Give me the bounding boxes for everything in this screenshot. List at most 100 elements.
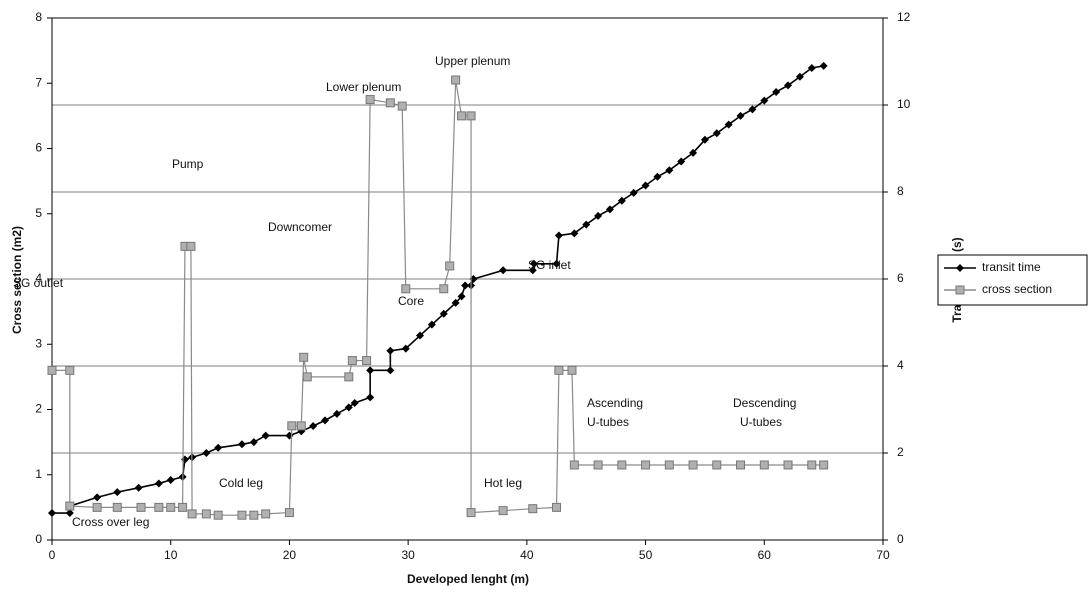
marker bbox=[641, 460, 651, 470]
marker bbox=[569, 460, 579, 470]
marker bbox=[617, 196, 626, 205]
marker bbox=[594, 211, 603, 220]
marker bbox=[445, 261, 455, 271]
marker bbox=[664, 460, 674, 470]
legend-label: cross section bbox=[982, 282, 1052, 296]
marker bbox=[180, 455, 189, 464]
y-tick-label: 0 bbox=[35, 532, 42, 546]
annotation: Hot leg bbox=[484, 476, 522, 490]
marker bbox=[499, 266, 508, 275]
marker bbox=[154, 502, 164, 512]
annotation: Descending bbox=[733, 396, 796, 410]
y-tick-label: 1 bbox=[35, 467, 42, 481]
x-tick-label: 20 bbox=[283, 548, 297, 562]
marker bbox=[736, 460, 746, 470]
marker bbox=[759, 460, 769, 470]
x-tick-label: 50 bbox=[639, 548, 653, 562]
annotation: Ascending bbox=[587, 396, 643, 410]
marker bbox=[299, 352, 309, 362]
series-line bbox=[52, 65, 824, 514]
marker bbox=[261, 431, 270, 440]
legend-label: transit time bbox=[982, 260, 1041, 274]
marker bbox=[498, 506, 508, 516]
marker bbox=[807, 460, 817, 470]
marker bbox=[819, 61, 828, 70]
marker bbox=[807, 64, 816, 73]
marker bbox=[321, 416, 330, 425]
marker bbox=[617, 460, 627, 470]
y-tick-label: 8 bbox=[35, 10, 42, 24]
y2-tick-label: 8 bbox=[897, 184, 904, 198]
marker bbox=[332, 409, 341, 418]
marker bbox=[237, 440, 246, 449]
marker bbox=[366, 366, 375, 375]
marker bbox=[427, 320, 436, 329]
annotation: Downcomer bbox=[268, 220, 332, 234]
marker bbox=[347, 356, 357, 366]
marker bbox=[466, 508, 476, 518]
y-tick-label: 6 bbox=[35, 141, 42, 155]
marker bbox=[416, 331, 425, 340]
marker bbox=[136, 502, 146, 512]
marker bbox=[748, 105, 757, 114]
y-tick-label: 5 bbox=[35, 206, 42, 220]
marker bbox=[65, 365, 75, 375]
marker bbox=[362, 356, 372, 366]
x-tick-label: 10 bbox=[164, 548, 178, 562]
marker bbox=[593, 460, 603, 470]
marker bbox=[795, 72, 804, 81]
y-tick-label: 3 bbox=[35, 336, 42, 350]
marker bbox=[201, 509, 211, 519]
marker bbox=[249, 510, 259, 520]
marker bbox=[65, 501, 75, 511]
marker bbox=[677, 157, 686, 166]
marker bbox=[570, 229, 579, 238]
marker bbox=[567, 365, 577, 375]
marker bbox=[285, 431, 294, 440]
marker bbox=[385, 98, 395, 108]
marker bbox=[166, 475, 175, 484]
y-tick-label: 4 bbox=[35, 271, 42, 285]
x-tick-label: 70 bbox=[876, 548, 890, 562]
marker bbox=[528, 266, 537, 275]
marker bbox=[166, 502, 176, 512]
marker bbox=[350, 398, 359, 407]
marker bbox=[760, 96, 769, 105]
marker bbox=[552, 259, 561, 268]
marker bbox=[528, 504, 538, 514]
marker bbox=[554, 365, 564, 375]
series-line bbox=[52, 79, 824, 516]
y2-tick-label: 10 bbox=[897, 97, 911, 111]
marker bbox=[309, 422, 318, 431]
marker bbox=[284, 508, 294, 518]
marker bbox=[214, 443, 223, 452]
marker bbox=[237, 510, 247, 520]
annotation: SG outlet bbox=[13, 276, 64, 290]
marker bbox=[344, 372, 354, 382]
marker bbox=[457, 111, 467, 121]
annotation: Lower plenum bbox=[326, 80, 401, 94]
y2-tick-label: 2 bbox=[897, 445, 904, 459]
marker bbox=[287, 421, 297, 431]
marker bbox=[552, 502, 562, 512]
marker bbox=[113, 488, 122, 497]
y-tick-label: 7 bbox=[35, 75, 42, 89]
annotation: U-tubes bbox=[740, 415, 782, 429]
marker bbox=[688, 460, 698, 470]
marker bbox=[186, 241, 196, 251]
marker bbox=[93, 493, 102, 502]
legend-box bbox=[937, 254, 1088, 306]
marker bbox=[582, 220, 591, 229]
marker bbox=[629, 188, 638, 197]
marker bbox=[344, 403, 353, 412]
y-tick-label: 2 bbox=[35, 402, 42, 416]
marker bbox=[302, 372, 312, 382]
marker bbox=[724, 120, 733, 129]
annotation: Cold leg bbox=[219, 476, 263, 490]
marker bbox=[178, 502, 188, 512]
marker bbox=[439, 309, 448, 318]
marker bbox=[772, 87, 781, 96]
marker bbox=[457, 292, 466, 301]
marker bbox=[154, 479, 163, 488]
